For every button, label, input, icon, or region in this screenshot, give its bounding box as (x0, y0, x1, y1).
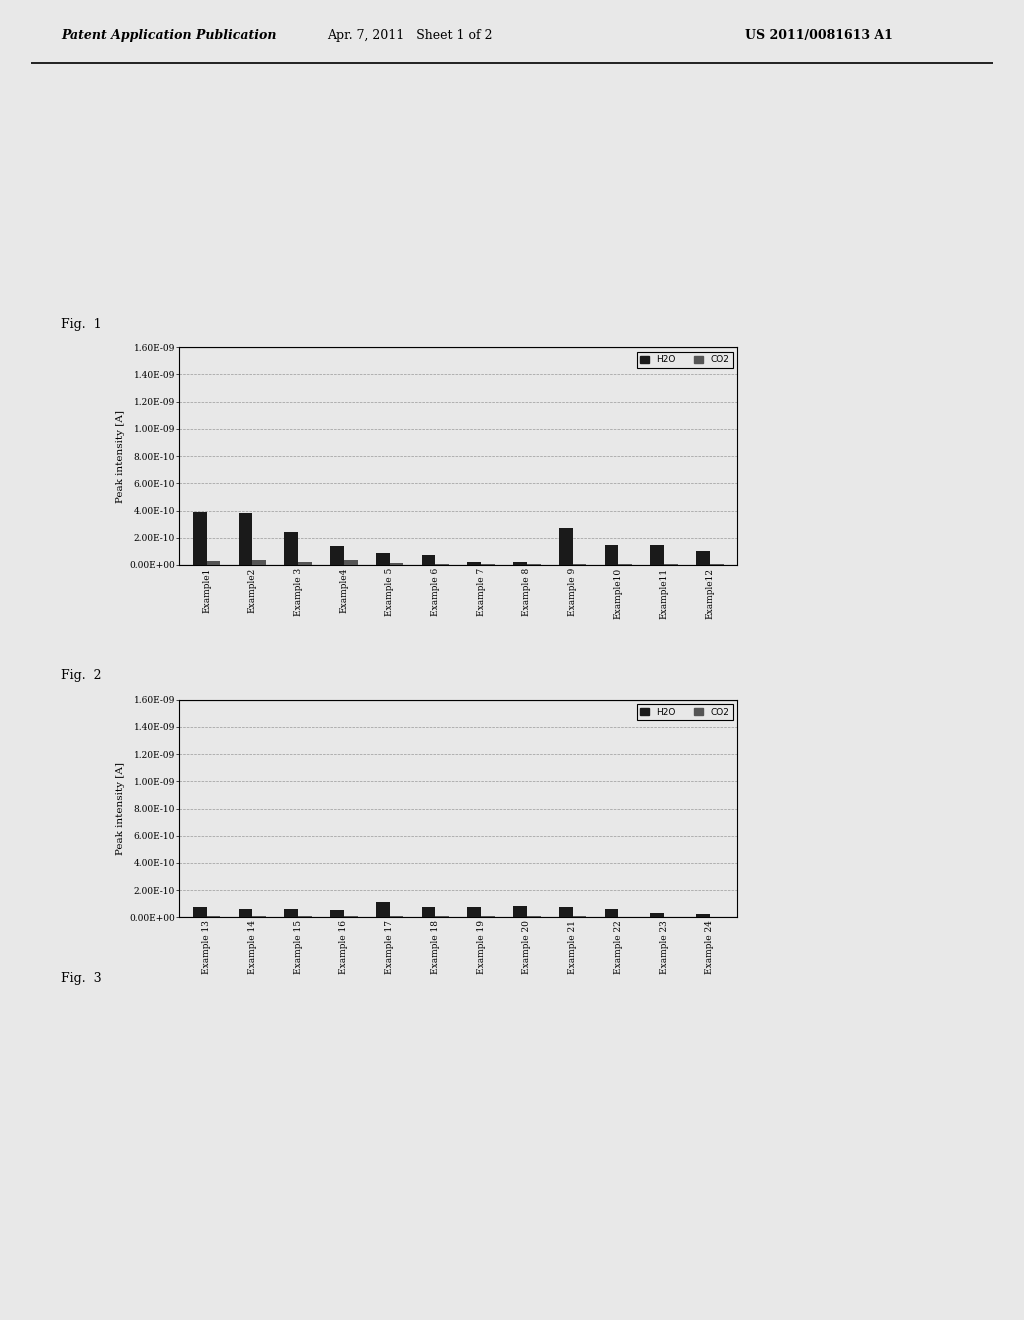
Text: Fig.  3: Fig. 3 (61, 972, 102, 985)
Legend: H2O, CO2: H2O, CO2 (637, 351, 733, 368)
Bar (422, 554, 435, 565)
Bar (376, 903, 389, 917)
Bar (527, 916, 541, 917)
Bar (330, 546, 344, 565)
Bar (207, 916, 220, 917)
Bar (559, 907, 572, 917)
Bar (618, 564, 632, 565)
Bar (696, 552, 710, 565)
Bar (285, 909, 298, 917)
Bar (513, 906, 527, 917)
Bar (239, 513, 252, 565)
Bar (252, 560, 266, 565)
Bar (344, 560, 357, 565)
Text: Fig.  2: Fig. 2 (61, 669, 102, 682)
Bar (467, 561, 481, 565)
Bar (285, 532, 298, 565)
Bar (389, 562, 403, 565)
Bar (604, 909, 618, 917)
Bar (604, 545, 618, 565)
Bar (298, 562, 312, 565)
Bar (696, 913, 710, 917)
Bar (513, 562, 527, 565)
Legend: H2O, CO2: H2O, CO2 (637, 704, 733, 721)
Bar (239, 908, 252, 917)
Text: Patent Application Publication: Patent Application Publication (61, 29, 276, 42)
Bar (207, 561, 220, 565)
Y-axis label: Peak intensity [A]: Peak intensity [A] (116, 409, 125, 503)
Bar (389, 916, 403, 917)
Bar (650, 913, 665, 917)
Bar (376, 553, 389, 565)
Bar (650, 545, 665, 565)
Text: Apr. 7, 2011   Sheet 1 of 2: Apr. 7, 2011 Sheet 1 of 2 (327, 29, 493, 42)
Bar (193, 907, 207, 917)
Bar (193, 512, 207, 565)
Bar (435, 564, 450, 565)
Bar (467, 907, 481, 917)
Bar (330, 909, 344, 917)
Bar (422, 907, 435, 917)
Bar (559, 528, 572, 565)
Text: Fig.  1: Fig. 1 (61, 318, 102, 331)
Y-axis label: Peak intensity [A]: Peak intensity [A] (116, 762, 125, 855)
Text: US 2011/0081613 A1: US 2011/0081613 A1 (745, 29, 893, 42)
